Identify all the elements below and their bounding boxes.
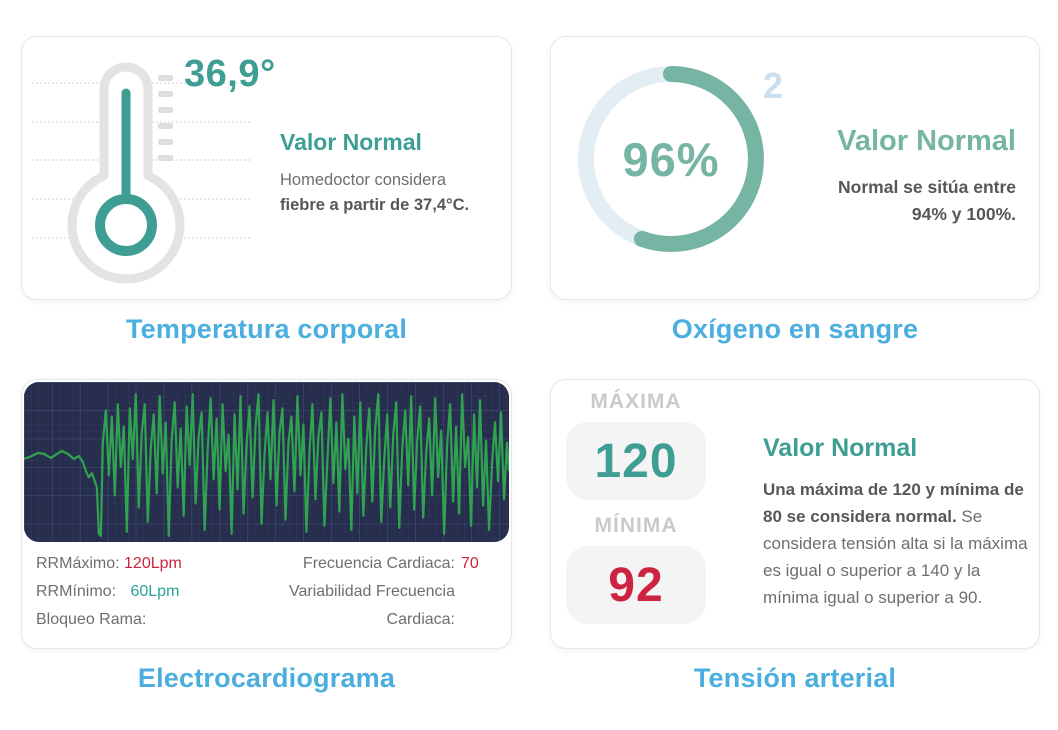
diastolic-value-box: 92 <box>566 546 706 624</box>
oxygen-info: Valor Normal Normal se sitúa entre 94% y… <box>756 125 1016 228</box>
stat-label: RRMínimo: <box>36 583 117 600</box>
ecg-stats: RRMáximo: 120Lpm RRMínimo: 60Lpm Bloqueo… <box>36 550 497 634</box>
progress-ring-icon <box>578 66 764 252</box>
cards-grid: 36,9° Valor Normal Homedoctor considera … <box>21 36 1058 694</box>
temperature-info: Valor Normal Homedoctor considera fiebre… <box>280 129 505 218</box>
card-caption-oxygen: Oxígeno en sangre <box>671 314 919 344</box>
stat-value: 70 <box>461 555 479 572</box>
stat-row-hrv-line-2: Cardiaca: <box>289 606 497 634</box>
ecg-stats-left: RRMáximo: 120Lpm RRMínimo: 60Lpm Bloqueo… <box>36 550 182 634</box>
stat-label: Frecuencia Cardiaca: <box>302 555 455 572</box>
oxygen-card: 96% 2 Valor Normal Normal se sitúa entre… <box>550 36 1040 300</box>
blood-pressure-info: Valor Normal Una máxima de 120 y mínima … <box>763 434 1033 611</box>
stat-label: Variabilidad Frecuencia <box>288 583 455 600</box>
ecg-card: RRMáximo: 120Lpm RRMínimo: 60Lpm Bloqueo… <box>21 379 512 649</box>
systolic-value: 120 <box>594 434 678 488</box>
description-bold: Una máxima de 120 y mínima de 80 se cons… <box>763 480 1024 526</box>
footnote-superscript: 2 <box>763 65 784 106</box>
description-line-1: Normal se sitúa entre <box>838 177 1016 197</box>
stat-value: 120Lpm <box>124 555 182 572</box>
tick-mark <box>158 139 173 145</box>
stat-row-heart-rate: Frecuencia Cardiaca: 70 <box>289 550 497 578</box>
ecg-stats-right: Frecuencia Cardiaca: 70 Variabilidad Frec… <box>289 550 497 634</box>
stat-row-rr-max: RRMáximo: 120Lpm <box>36 550 182 578</box>
blood-pressure-description: Una máxima de 120 y mínima de 80 se cons… <box>763 476 1033 611</box>
tick-mark <box>158 75 173 81</box>
ecg-section: RRMáximo: 120Lpm RRMínimo: 60Lpm Bloqueo… <box>21 379 512 694</box>
diastolic-value: 92 <box>608 558 664 612</box>
card-caption-temperature: Temperatura corporal <box>125 314 408 344</box>
spo2-progress-ring: 96% <box>571 59 771 259</box>
oxygen-description: Normal se sitúa entre 94% y 100%. <box>756 174 1016 228</box>
card-caption-blood-pressure: Tensión arterial <box>693 663 897 693</box>
description-line-2: fiebre a partir de 37,4°C. <box>280 196 470 214</box>
diastolic-label: MÍNIMA <box>594 514 678 537</box>
thermometer-scale-ticks <box>158 75 173 171</box>
description-regular: Se considera tensión alta si la máxima e… <box>763 507 1028 607</box>
stat-row-bundle-branch-block: Bloqueo Rama: <box>36 606 182 634</box>
blood-pressure-section: MÁXIMA 120 MÍNIMA 92 Valor Normal Una má… <box>550 379 1040 694</box>
blood-pressure-card: MÁXIMA 120 MÍNIMA 92 Valor Normal Una má… <box>550 379 1040 649</box>
stat-label: Cardiaca: <box>386 611 455 628</box>
card-caption-ecg: Electrocardiograma <box>137 663 396 693</box>
tick-mark <box>158 91 173 97</box>
thermometer-icon <box>67 62 185 284</box>
blood-pressure-readings: MÁXIMA 120 MÍNIMA 92 <box>566 390 706 624</box>
systolic-value-box: 120 <box>566 422 706 500</box>
oxygen-section: 96% 2 Valor Normal Normal se sitúa entre… <box>550 36 1040 345</box>
description-line-2: 94% y 100%. <box>911 204 1016 224</box>
stat-row-hrv-line-1: Variabilidad Frecuencia <box>289 578 497 606</box>
ecg-waveform-chart <box>24 382 509 542</box>
stat-value: 60Lpm <box>130 583 180 600</box>
systolic-label: MÁXIMA <box>590 390 682 413</box>
stat-label: RRMáximo: <box>36 555 120 572</box>
temperature-card: 36,9° Valor Normal Homedoctor considera … <box>21 36 512 300</box>
tick-mark <box>158 123 173 129</box>
normal-value-heading: Valor Normal <box>837 125 1016 157</box>
tick-mark <box>158 107 173 113</box>
oxygen-value: 96% <box>622 132 720 186</box>
normal-value-heading: Valor Normal <box>280 129 422 155</box>
normal-value-heading: Valor Normal <box>763 434 918 462</box>
stat-row-rr-min: RRMínimo: 60Lpm <box>36 578 182 606</box>
temperature-value: 36,9° <box>184 53 276 95</box>
health-dashboard: 36,9° Valor Normal Homedoctor considera … <box>21 36 1058 694</box>
stat-label: Bloqueo Rama: <box>36 611 147 628</box>
temperature-description: Homedoctor considera fiebre a partir de … <box>280 168 505 218</box>
temperature-section: 36,9° Valor Normal Homedoctor considera … <box>21 36 512 345</box>
tick-mark <box>158 155 173 161</box>
description-line-1: Homedoctor considera <box>280 171 446 189</box>
